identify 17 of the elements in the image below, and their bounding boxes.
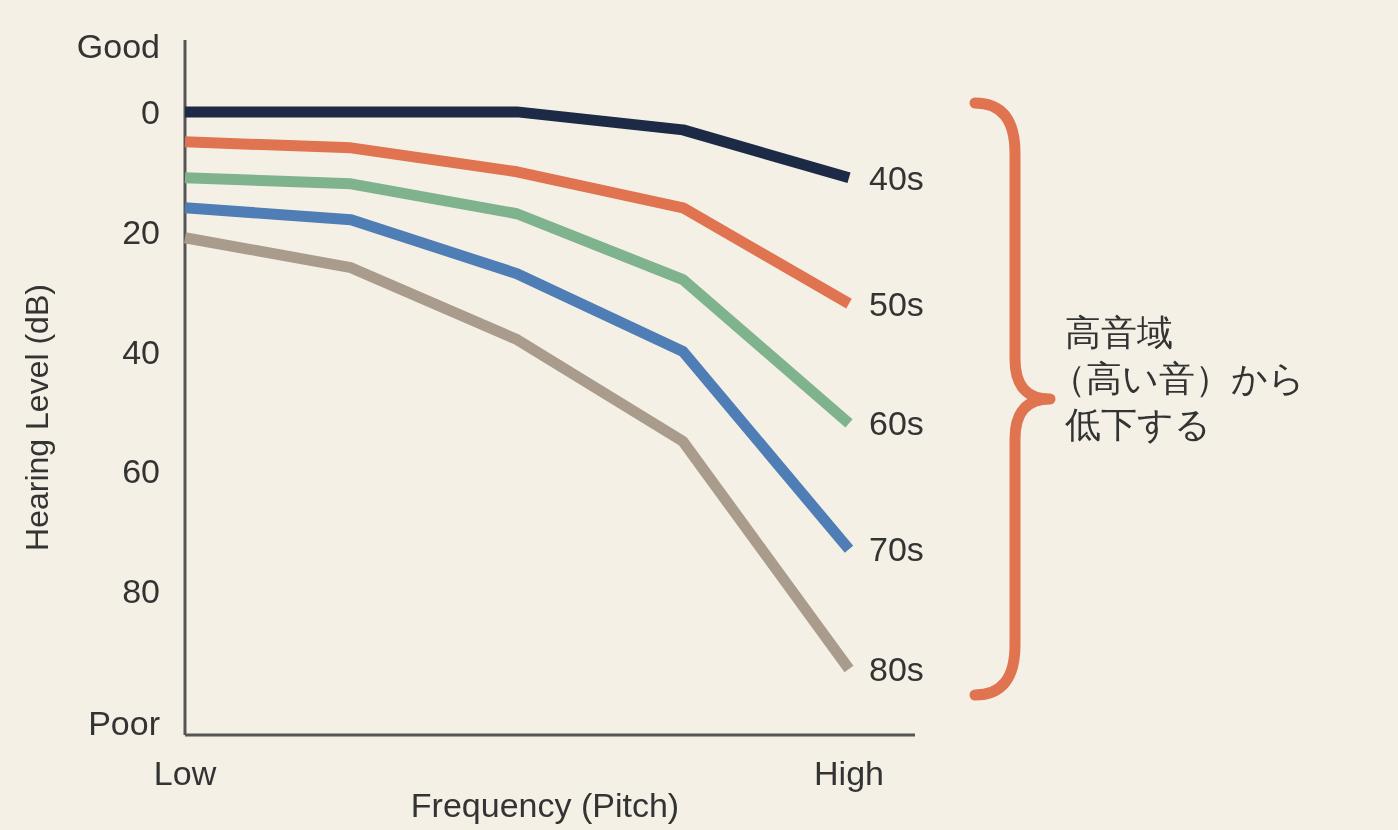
series-label: 80s [869, 650, 924, 689]
series-label: 70s [869, 530, 924, 569]
text: 高音域（高い音）から低下する [1050, 312, 1305, 445]
x-tick-label: High [814, 754, 884, 792]
y-tick-label: 40 [122, 332, 160, 371]
series-label: 40s [869, 158, 924, 197]
y-tick-label: 60 [122, 452, 160, 491]
y-tick-label: Good [76, 26, 160, 65]
x-axis-title: Frequency (Pitch) [410, 786, 680, 824]
y-axis-title: Hearing Level (dB) [19, 284, 55, 551]
x-tick-label: Low [153, 754, 217, 792]
y-tick-label: 20 [122, 212, 160, 251]
y-tick-label: 80 [122, 572, 160, 611]
series-label: 60s [869, 404, 924, 443]
y-tick-label: 0 [141, 92, 160, 131]
y-tick-label: Poor [88, 704, 160, 743]
series-label: 50s [869, 284, 924, 323]
